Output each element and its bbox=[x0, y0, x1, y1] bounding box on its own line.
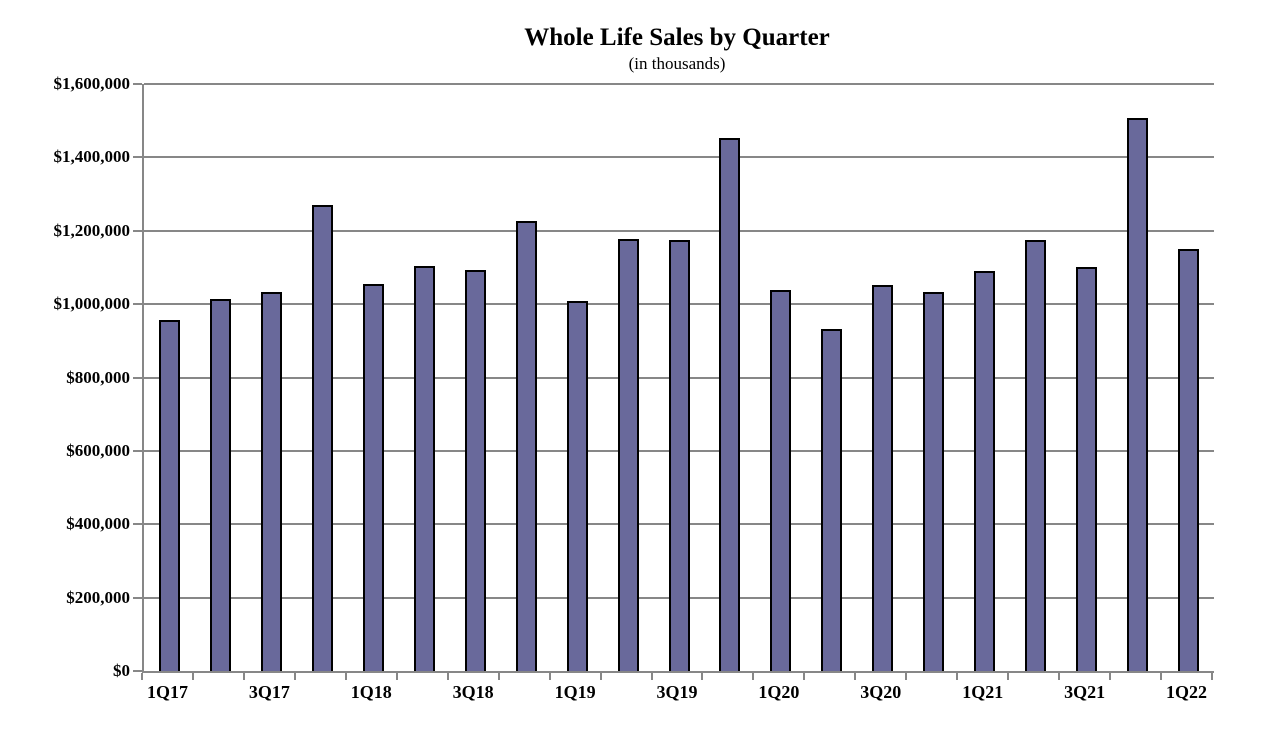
x-axis-tick bbox=[395, 673, 398, 680]
bar-4Q18 bbox=[515, 221, 537, 671]
bar-3Q21 bbox=[1076, 267, 1098, 671]
x-axis-tick bbox=[854, 673, 857, 680]
y-axis-label: $1,200,000 bbox=[53, 220, 131, 240]
x-axis-tick bbox=[956, 673, 959, 680]
x-axis-tick bbox=[650, 673, 653, 680]
x-axis-label: 3Q21 bbox=[1064, 682, 1106, 702]
bar-3Q18 bbox=[464, 270, 486, 671]
bar-3Q19 bbox=[668, 240, 690, 671]
plot-area bbox=[142, 83, 1214, 673]
y-axis-tick bbox=[133, 670, 142, 672]
x-axis-label: 1Q18 bbox=[350, 682, 392, 702]
x-axis-tick bbox=[446, 673, 449, 680]
bar-1Q17 bbox=[158, 320, 180, 671]
gridline bbox=[144, 156, 1214, 159]
x-axis-tick bbox=[752, 673, 755, 680]
bar-2Q19 bbox=[617, 239, 639, 671]
y-axis-tick bbox=[133, 303, 142, 306]
x-axis-label: 1Q22 bbox=[1166, 682, 1208, 702]
x-axis-label: 1Q20 bbox=[758, 682, 800, 702]
x-axis-label: 1Q21 bbox=[962, 682, 1004, 702]
y-axis-tick bbox=[133, 156, 142, 159]
x-axis-label: 1Q17 bbox=[146, 682, 188, 702]
x-axis-label: 3Q19 bbox=[656, 682, 698, 702]
x-axis-tick bbox=[1058, 673, 1061, 680]
x-axis-tick bbox=[141, 673, 143, 680]
x-axis-tick bbox=[1109, 673, 1112, 680]
bar-3Q17 bbox=[260, 292, 282, 671]
y-axis-label: $1,600,000 bbox=[53, 74, 131, 93]
x-axis-label: 3Q20 bbox=[860, 682, 902, 702]
chart-title: Whole Life Sales by Quarter bbox=[524, 24, 830, 51]
x-axis-tick bbox=[1160, 673, 1163, 680]
x-axis-tick bbox=[1007, 673, 1010, 680]
gridline bbox=[144, 229, 1214, 232]
bar-1Q19 bbox=[566, 301, 588, 671]
y-axis-tick bbox=[133, 229, 142, 232]
bar-2Q21 bbox=[1025, 240, 1047, 671]
x-axis-tick bbox=[1211, 673, 1213, 680]
x-axis-label: 3Q18 bbox=[452, 682, 494, 702]
x-axis-tick bbox=[803, 673, 806, 680]
x-axis-tick bbox=[497, 673, 500, 680]
bar-2Q17 bbox=[209, 299, 231, 671]
y-axis-label: $0 bbox=[113, 661, 130, 680]
x-axis-tick bbox=[701, 673, 704, 680]
x-axis-tick bbox=[242, 673, 245, 680]
x-axis-label: 1Q19 bbox=[554, 682, 596, 702]
x-axis-tick bbox=[905, 673, 908, 680]
bar-2Q20 bbox=[821, 329, 843, 671]
gridline bbox=[144, 83, 1214, 85]
bar-1Q18 bbox=[362, 284, 384, 671]
bar-3Q20 bbox=[872, 285, 894, 671]
y-axis-label: $1,000,000 bbox=[53, 294, 131, 314]
y-axis-tick bbox=[133, 449, 142, 452]
bar-2Q18 bbox=[413, 266, 435, 671]
x-axis-label: 3Q17 bbox=[248, 682, 290, 702]
bar-4Q20 bbox=[923, 292, 945, 671]
y-axis-tick bbox=[133, 523, 142, 526]
y-axis-label: $200,000 bbox=[66, 587, 130, 607]
y-axis-label: $400,000 bbox=[66, 514, 130, 534]
chart-subtitle: (in thousands) bbox=[628, 54, 726, 73]
bar-1Q20 bbox=[770, 290, 792, 671]
x-axis-tick bbox=[344, 673, 347, 680]
y-axis-tick bbox=[133, 83, 142, 85]
bar-1Q22 bbox=[1178, 249, 1200, 671]
y-axis-label: $1,400,000 bbox=[53, 147, 131, 167]
x-axis-tick bbox=[599, 673, 602, 680]
y-axis-label: $800,000 bbox=[66, 367, 130, 387]
x-axis-tick bbox=[191, 673, 194, 680]
y-axis-tick bbox=[133, 376, 142, 379]
bar-1Q21 bbox=[974, 271, 996, 671]
y-axis-tick bbox=[133, 596, 142, 599]
bar-4Q19 bbox=[719, 138, 741, 671]
x-axis-tick bbox=[293, 673, 296, 680]
x-axis-tick bbox=[548, 673, 551, 680]
y-axis-label: $600,000 bbox=[66, 440, 130, 460]
bar-4Q17 bbox=[311, 205, 333, 671]
bar-4Q21 bbox=[1127, 118, 1149, 671]
